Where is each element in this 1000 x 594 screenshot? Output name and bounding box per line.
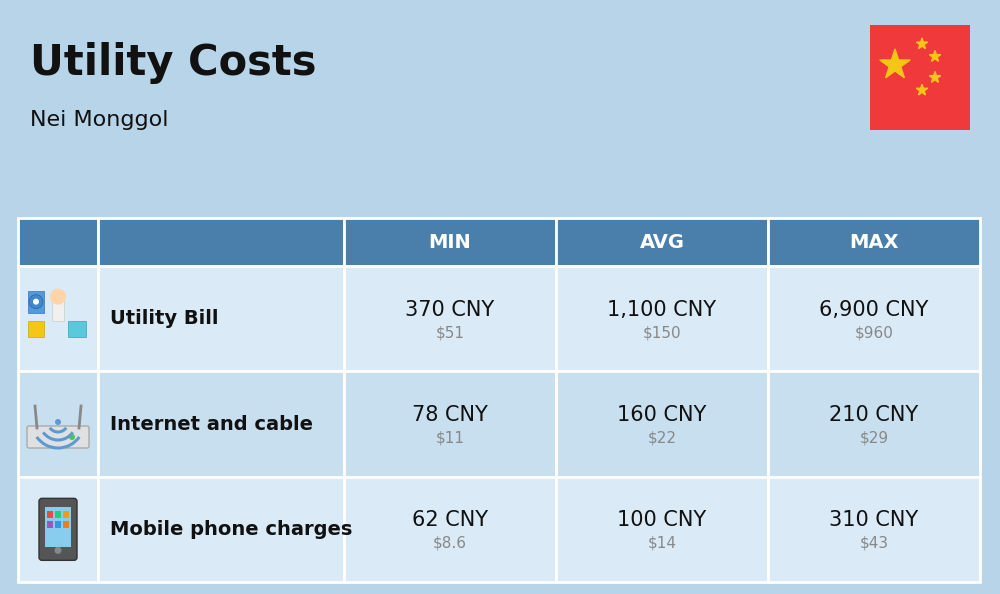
Text: $14: $14 — [647, 536, 676, 551]
Bar — [556, 476, 768, 582]
Bar — [98, 371, 344, 476]
Text: 6,900 CNY: 6,900 CNY — [819, 299, 929, 320]
Bar — [28, 321, 44, 337]
Bar — [556, 266, 768, 371]
Text: Internet and cable: Internet and cable — [110, 415, 313, 434]
Bar — [344, 266, 556, 371]
Bar — [768, 371, 980, 476]
Polygon shape — [916, 84, 928, 95]
Text: 160 CNY: 160 CNY — [617, 405, 707, 425]
Text: Utility Bill: Utility Bill — [110, 309, 219, 328]
Bar — [870, 25, 970, 130]
Bar — [18, 266, 98, 371]
Text: $43: $43 — [859, 536, 889, 551]
Bar — [556, 371, 768, 476]
Bar — [18, 371, 98, 476]
FancyBboxPatch shape — [27, 426, 89, 448]
Bar — [768, 218, 980, 266]
Text: Utility Costs: Utility Costs — [30, 42, 316, 84]
Text: $960: $960 — [855, 325, 893, 340]
Text: $11: $11 — [435, 431, 464, 446]
Bar — [344, 371, 556, 476]
Polygon shape — [916, 38, 928, 49]
Text: 100 CNY: 100 CNY — [617, 510, 707, 530]
Circle shape — [29, 295, 43, 309]
Bar — [98, 266, 344, 371]
Text: 78 CNY: 78 CNY — [412, 405, 488, 425]
Text: MAX: MAX — [849, 232, 899, 251]
Bar — [63, 511, 69, 519]
Bar — [28, 290, 44, 312]
Polygon shape — [929, 50, 941, 61]
Bar — [55, 511, 61, 519]
Bar — [45, 507, 71, 547]
Text: $8.6: $8.6 — [433, 536, 467, 551]
Circle shape — [33, 299, 39, 305]
Bar — [98, 476, 344, 582]
FancyBboxPatch shape — [39, 498, 77, 560]
Text: 1,100 CNY: 1,100 CNY — [607, 299, 717, 320]
Bar — [68, 321, 86, 337]
Bar — [344, 218, 556, 266]
Bar — [556, 218, 768, 266]
Circle shape — [50, 289, 66, 305]
Text: Nei Monggol: Nei Monggol — [30, 110, 168, 130]
Bar — [768, 476, 980, 582]
Circle shape — [69, 434, 75, 440]
Text: Mobile phone charges: Mobile phone charges — [110, 520, 352, 539]
Text: 310 CNY: 310 CNY — [829, 510, 919, 530]
Text: $150: $150 — [643, 325, 681, 340]
Bar — [55, 522, 61, 528]
Text: 370 CNY: 370 CNY — [405, 299, 494, 320]
Bar — [52, 301, 64, 321]
Text: AVG: AVG — [639, 232, 684, 251]
Text: $22: $22 — [647, 431, 676, 446]
Bar — [768, 266, 980, 371]
Text: 210 CNY: 210 CNY — [829, 405, 919, 425]
Bar — [63, 522, 69, 528]
Bar — [344, 476, 556, 582]
Bar — [47, 511, 53, 519]
Text: MIN: MIN — [428, 232, 471, 251]
Text: 62 CNY: 62 CNY — [412, 510, 488, 530]
Circle shape — [55, 547, 62, 554]
Bar — [18, 476, 98, 582]
Circle shape — [55, 419, 61, 425]
Text: $51: $51 — [435, 325, 464, 340]
Polygon shape — [929, 71, 941, 83]
Bar — [18, 218, 98, 266]
Bar — [47, 522, 53, 528]
Bar — [98, 218, 344, 266]
Polygon shape — [880, 49, 910, 78]
Text: $29: $29 — [859, 431, 889, 446]
